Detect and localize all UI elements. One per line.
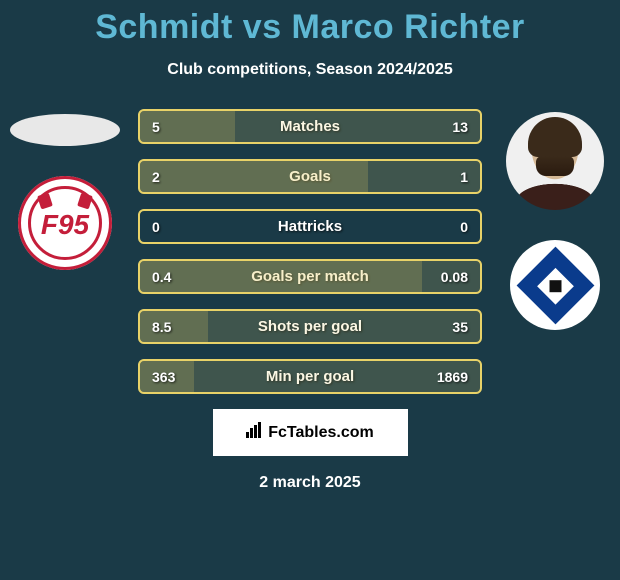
- player-left-silhouette: [10, 114, 120, 146]
- stat-value-left: 8.5: [152, 319, 171, 335]
- content-row: F95 5Matches13 2Goals1 0Hattricks0 0.4Goals…: [0, 109, 620, 394]
- stat-row: 363Min per goal1869: [138, 359, 482, 394]
- page-subtitle: Club competitions, Season 2024/2025: [0, 61, 620, 79]
- stat-value-right: 0: [460, 219, 468, 235]
- stat-label: Hattricks: [140, 218, 480, 235]
- stat-bar-right: [208, 311, 480, 342]
- stat-value-right: 35: [452, 319, 468, 335]
- chart-icon: [246, 422, 264, 443]
- player-right-photo: [506, 112, 604, 210]
- club-badge-right: [510, 240, 600, 330]
- left-player-column: F95: [0, 109, 130, 270]
- stat-bar-left: [140, 311, 208, 342]
- stat-value-right: 1869: [437, 369, 468, 385]
- stat-row: 0.4Goals per match0.08: [138, 259, 482, 294]
- attribution-badge: FcTables.com: [213, 409, 408, 456]
- badge-diamond-inner: [537, 267, 574, 304]
- stat-bar-right: [235, 111, 480, 142]
- comparison-infographic: Schmidt vs Marco Richter Club competitio…: [0, 0, 620, 580]
- club-badge-left: F95: [18, 176, 112, 270]
- stat-value-left: 0: [152, 219, 160, 235]
- badge-inner-ring: F95: [28, 186, 102, 260]
- stat-value-left: 0.4: [152, 269, 171, 285]
- date-text: 2 march 2025: [0, 474, 620, 492]
- stat-row: 0Hattricks0: [138, 209, 482, 244]
- badge-dot-icon: [549, 279, 561, 291]
- stat-bar-left: [140, 161, 368, 192]
- stat-row: 8.5Shots per goal35: [138, 309, 482, 344]
- stat-row: 5Matches13: [138, 109, 482, 144]
- stat-bar-left: [140, 261, 422, 292]
- right-player-column: [490, 109, 620, 330]
- stat-value-right: 13: [452, 119, 468, 135]
- stats-list: 5Matches13 2Goals1 0Hattricks0 0.4Goals per…: [130, 109, 490, 394]
- stat-value-right: 0.08: [441, 269, 468, 285]
- badge-left-text: F95: [41, 209, 89, 241]
- stat-value-left: 5: [152, 119, 160, 135]
- page-title: Schmidt vs Marco Richter: [0, 0, 620, 47]
- badge-diamond-icon: [516, 246, 594, 324]
- stat-value-right: 1: [460, 169, 468, 185]
- stat-value-left: 363: [152, 369, 175, 385]
- stat-value-left: 2: [152, 169, 160, 185]
- stat-row: 2Goals1: [138, 159, 482, 194]
- attribution-text: FcTables.com: [268, 424, 374, 442]
